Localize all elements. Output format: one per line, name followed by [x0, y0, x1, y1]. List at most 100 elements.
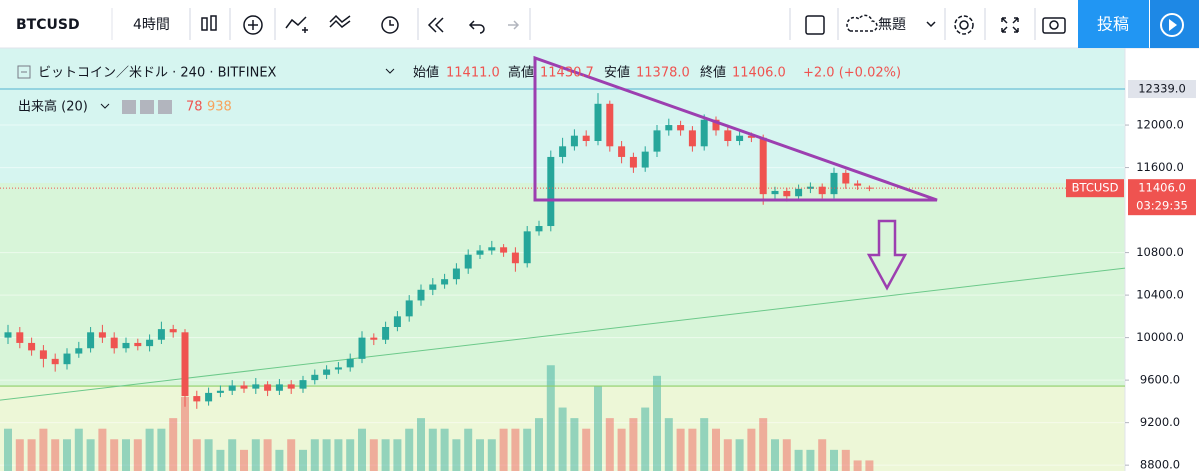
candle-body: [629, 156, 637, 168]
volume-bar: [605, 418, 614, 471]
volume-bar: [181, 396, 189, 471]
y-tick-label: 10800.0: [1136, 245, 1184, 259]
candle-body: [795, 188, 803, 197]
candle-body: [146, 339, 154, 347]
zone-middle: [0, 183, 1125, 386]
y-tick-label: 9600.0: [1140, 373, 1180, 387]
volume-bar: [487, 439, 496, 471]
y-tick-label: 10000.0: [1136, 330, 1184, 344]
candle-body: [464, 254, 472, 269]
volume-bar: [287, 439, 296, 471]
symbol-tag: [1066, 179, 1124, 198]
publish-button[interactable]: [1078, 0, 1149, 48]
publish-label[interactable]: 投稿: [1097, 15, 1129, 34]
candle-body: [452, 268, 460, 280]
candle-body: [334, 367, 342, 370]
volume-bar: [735, 439, 744, 471]
arrow-drawing: [866, 219, 908, 291]
volume-bar: [841, 449, 850, 471]
candle-body: [665, 125, 673, 131]
volume-bar: [240, 449, 248, 471]
hline-tag: [1128, 80, 1196, 99]
candle-body: [783, 190, 791, 197]
layout-name[interactable]: 無題: [878, 17, 906, 33]
volume-bar: [688, 428, 697, 471]
volume-bar: [51, 439, 60, 471]
candle-body: [275, 384, 283, 391]
candle-body: [287, 384, 295, 389]
interval-button[interactable]: 4時間: [133, 17, 170, 33]
candle-body: [417, 289, 425, 301]
candle-body: [854, 183, 862, 186]
volume-bar: [157, 428, 166, 471]
volume-bar: [98, 428, 107, 471]
volume-bar: [452, 439, 461, 471]
volume-bar: [428, 428, 437, 471]
candle-body: [759, 137, 767, 195]
volume-bar: [570, 418, 579, 471]
volume-bar: [759, 418, 768, 471]
candle-body: [523, 231, 531, 264]
volume-bar: [63, 439, 71, 471]
high-label: 高値: [508, 65, 534, 81]
volume-bar: [617, 428, 626, 471]
candle-body: [865, 187, 873, 189]
low-value: 11378.0: [636, 66, 690, 81]
candle-body: [653, 130, 661, 152]
volume-bar: [546, 365, 555, 471]
candle-body: [193, 396, 201, 402]
symbol-button[interactable]: BTCUSD: [16, 17, 80, 33]
y-tick-label: 10400.0: [1136, 288, 1184, 302]
candle-body: [570, 135, 578, 147]
legend-title: ビットコイン／米ドル · 240 · BITFINEX: [38, 66, 277, 81]
volume-bar: [263, 439, 272, 471]
price-axis: [1125, 48, 1199, 471]
candle-body: [736, 135, 744, 141]
volume-bar: [27, 439, 36, 471]
price-tag: [1128, 179, 1196, 216]
candle-body: [216, 390, 224, 393]
close-value: 11406.0: [732, 66, 786, 81]
candle-body: [39, 350, 47, 359]
candle-body: [724, 130, 732, 141]
candle-body: [747, 135, 755, 138]
candle-body: [618, 146, 626, 157]
low-label: 安値: [604, 65, 630, 81]
tool-icons[interactable]: [189, 8, 1066, 40]
candle-body: [63, 353, 71, 365]
candle-body: [393, 316, 401, 327]
candle-body: [712, 119, 720, 131]
volume-bar: [334, 439, 343, 471]
candle-body: [594, 103, 602, 141]
candle-body: [559, 146, 567, 157]
candle-body: [252, 384, 260, 389]
volume-bar: [594, 386, 602, 471]
triangle-drawing: [533, 55, 938, 202]
candle-body: [28, 342, 36, 351]
volume-bar: [169, 418, 178, 471]
candle-body: [582, 135, 590, 141]
candle-body: [842, 172, 850, 184]
volume-bar: [853, 460, 862, 471]
candle-body: [323, 369, 331, 375]
candle-body: [205, 392, 213, 402]
candle-body: [299, 380, 307, 389]
volume-bar: [806, 449, 815, 471]
volume-bar: [464, 428, 473, 471]
symbol-tag-label: BTCUSD: [1072, 181, 1119, 195]
candle-body: [476, 250, 484, 255]
volume-bar: [747, 428, 756, 471]
zone-lower: [0, 386, 1125, 471]
toolbar: [0, 0, 1199, 48]
candle-body: [405, 300, 413, 317]
candle-body: [16, 332, 24, 343]
candle-body: [240, 385, 248, 389]
volume-bar: [523, 428, 532, 471]
candle-body: [535, 226, 543, 232]
candle-body: [157, 329, 165, 340]
volume-bar: [204, 439, 213, 471]
volume-bar: [4, 428, 12, 471]
candle-body: [110, 337, 118, 349]
volume-bar: [771, 439, 779, 471]
